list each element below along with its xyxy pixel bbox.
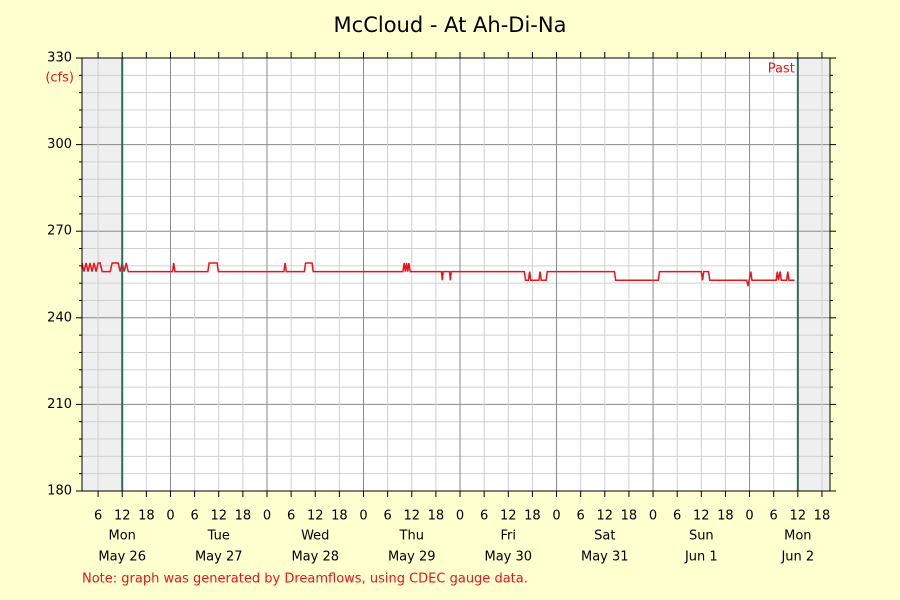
- x-tick-label: 18: [331, 509, 348, 524]
- x-tick-label: 0: [263, 509, 271, 524]
- x-tick-label: 6: [287, 509, 295, 524]
- weekday-label: Mon: [109, 529, 136, 544]
- past-label: Past: [768, 62, 795, 77]
- x-tick-label: 6: [673, 509, 681, 524]
- x-tick-label: 0: [745, 509, 753, 524]
- x-tick-label: 0: [166, 509, 174, 524]
- flow-line: [81, 262, 795, 287]
- x-tick-label: 12: [790, 509, 807, 524]
- date-label: May 30: [484, 550, 532, 565]
- y-tick-label: 180: [47, 484, 72, 499]
- x-tick-label: 18: [524, 509, 541, 524]
- weekday-label: Sat: [594, 529, 615, 544]
- x-tick-label: 12: [403, 509, 420, 524]
- date-label: Jun 2: [780, 550, 814, 565]
- x-tick-label: 12: [307, 509, 324, 524]
- weekday-label: Mon: [784, 529, 811, 544]
- y-tick-label: 270: [47, 224, 72, 239]
- weekday-label: Wed: [301, 529, 329, 544]
- weekday-label: Sun: [689, 529, 714, 544]
- plot-frame: [81, 57, 831, 492]
- plot-area: [82, 58, 830, 491]
- chart-title: McCloud - At Ah-Di-Na: [334, 13, 567, 37]
- x-tick-label: 6: [577, 509, 585, 524]
- x-tick-label: 12: [210, 509, 227, 524]
- date-label: May 27: [195, 550, 243, 565]
- date-label: May 29: [388, 550, 436, 565]
- x-tick-label: 0: [359, 509, 367, 524]
- date-label: Jun 1: [684, 550, 718, 565]
- x-tick-label: 18: [814, 509, 831, 524]
- weekday-label: Tue: [207, 529, 230, 544]
- x-tick-label: 18: [235, 509, 252, 524]
- y-unit-label: (cfs): [45, 71, 74, 86]
- x-tick-label: 18: [717, 509, 734, 524]
- x-tick-label: 0: [649, 509, 657, 524]
- x-tick-label: 0: [456, 509, 464, 524]
- y-tick-label: 210: [47, 397, 72, 412]
- x-tick-label: 6: [190, 509, 198, 524]
- x-tick-label: 6: [480, 509, 488, 524]
- note: Note: graph was generated by Dreamflows,…: [82, 572, 528, 587]
- date-label: May 31: [581, 550, 629, 565]
- x-tick-label: 12: [597, 509, 614, 524]
- x-tick-label: 12: [500, 509, 517, 524]
- date-label: May 28: [291, 550, 339, 565]
- y-tick-label: 330: [47, 51, 72, 66]
- x-tick-label: 6: [770, 509, 778, 524]
- x-tick-label: 0: [552, 509, 560, 524]
- date-label: May 26: [98, 550, 146, 565]
- x-tick-label: 12: [693, 509, 710, 524]
- x-tick-label: 18: [621, 509, 638, 524]
- x-tick-label: 18: [138, 509, 155, 524]
- shaded-region: [797, 58, 830, 491]
- x-tick-label: 6: [383, 509, 391, 524]
- x-tick-label: 18: [428, 509, 445, 524]
- shaded-region: [82, 58, 123, 491]
- weekday-label: Fri: [501, 529, 517, 544]
- y-tick-label: 300: [47, 137, 72, 152]
- x-tick-label: 12: [114, 509, 131, 524]
- x-tick-label: 6: [94, 509, 102, 524]
- weekday-label: Thu: [399, 529, 424, 544]
- y-tick-label: 240: [47, 310, 72, 325]
